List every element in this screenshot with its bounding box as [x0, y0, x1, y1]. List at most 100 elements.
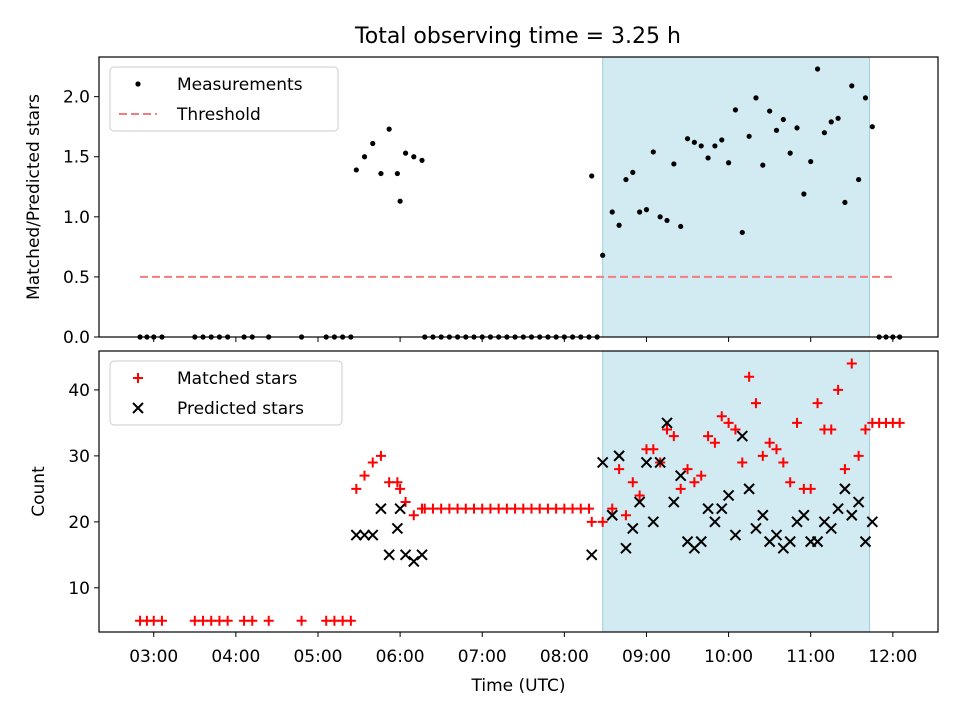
matched-star-point: [247, 615, 258, 626]
predicted-star-point: [661, 417, 673, 429]
predicted-star-point: [668, 496, 680, 508]
matched-star-point: [833, 384, 844, 395]
matched-star-point: [812, 398, 823, 409]
axes-frame: [98, 350, 939, 633]
predicted-star-point: [350, 529, 363, 541]
predicted-star-point: [743, 483, 755, 495]
measurement-point: [609, 209, 615, 215]
measurement-point: [678, 223, 684, 230]
y-tick-label: 30: [68, 447, 90, 467]
measurement-point: [664, 217, 670, 224]
measurement-point: [842, 199, 848, 206]
matched-star-point: [757, 450, 768, 461]
measurement-point: [732, 107, 739, 113]
y-tick-label: 0.0: [63, 328, 90, 348]
measurement-point: [643, 207, 650, 213]
matched-star-point: [682, 464, 693, 475]
measurement-point: [637, 209, 643, 215]
predicted-star-point: [736, 430, 748, 442]
matched-star-point: [296, 615, 307, 626]
matched-star-point: [359, 470, 370, 481]
matched-star-point: [826, 424, 837, 435]
x-tick-label: 08:00: [540, 647, 589, 667]
y-axis-label: Matched/Predicted stars: [24, 94, 44, 300]
predicted-star-point: [586, 549, 598, 561]
matched-star-point: [351, 483, 362, 494]
measurement-point: [623, 176, 629, 183]
y-tick-label: 1.0: [63, 208, 90, 228]
legend-label: Predicted stars: [177, 399, 304, 419]
matched-star-point: [860, 424, 871, 435]
predicted-star-point: [654, 456, 666, 469]
matched-star-point: [853, 450, 864, 461]
x-tick-label: 06:00: [376, 647, 425, 667]
measurement-point: [378, 170, 384, 177]
matched-star-point: [156, 615, 167, 626]
measurement-point: [787, 150, 793, 156]
predicted-star-point: [757, 509, 769, 521]
measurement-point: [705, 155, 711, 161]
measurement-point: [698, 143, 704, 149]
y-tick-label: 40: [68, 381, 90, 401]
measurement-point: [411, 154, 417, 160]
matched-star-point: [583, 503, 594, 514]
measurement-point: [671, 161, 677, 167]
predicted-star-point: [832, 502, 844, 515]
matched-star-point: [614, 464, 625, 475]
measurement-point: [835, 115, 841, 121]
x-tick-label: 05:00: [293, 647, 342, 667]
matched-star-point: [689, 477, 700, 488]
matched-star-point: [345, 615, 356, 626]
measurement-point: [650, 149, 656, 155]
predicted-star-point: [640, 456, 653, 469]
legend-marker: [135, 81, 141, 87]
legend-box: [109, 66, 339, 132]
measurement-point: [616, 222, 622, 228]
matched-star-point: [792, 417, 803, 428]
matched-star-point: [607, 503, 618, 514]
matched-star-point: [778, 457, 789, 468]
measurement-point: [814, 66, 821, 72]
predicted-star-point: [367, 529, 379, 541]
predicted-star-point: [416, 549, 428, 561]
predicted-star-point: [627, 522, 639, 535]
x-tick-label: 03:00: [129, 647, 178, 667]
matched-star-point: [839, 464, 850, 475]
matched-star-point: [586, 516, 597, 527]
x-tick-label: 12:00: [868, 647, 917, 667]
predicted-star-point: [859, 535, 872, 548]
measurement-point: [589, 173, 595, 179]
measurement-point: [808, 158, 814, 165]
predicted-star-point: [620, 542, 632, 554]
measurement-point: [691, 139, 697, 145]
axes-frame: [98, 56, 939, 338]
measurement-point: [402, 150, 409, 156]
predicted-star-point: [811, 535, 824, 548]
measurement-point: [725, 160, 732, 166]
predicted-star-point: [846, 509, 858, 521]
highlight-span: [602, 350, 871, 633]
measurement-point: [361, 154, 368, 160]
predicted-star-point: [674, 469, 687, 482]
predicted-star-point: [702, 502, 714, 515]
predicted-star-point: [729, 529, 742, 541]
matched-star-point: [395, 483, 406, 494]
measurement-point: [684, 136, 691, 142]
matched-star-point: [367, 457, 378, 468]
matched-star-point: [696, 470, 707, 481]
matched-star-point: [648, 444, 659, 455]
measurement-point: [386, 126, 392, 132]
x-tick-label: 10:00: [704, 647, 753, 667]
measurement-point: [712, 143, 718, 149]
matched-star-point: [750, 398, 761, 409]
x-tick-label: 04:00: [211, 647, 260, 667]
measurement-point: [394, 170, 400, 177]
predicted-star-point: [722, 489, 735, 502]
matched-star-point: [771, 444, 782, 455]
x-tick-label: 09:00: [622, 647, 671, 667]
measurement-point: [353, 167, 359, 173]
legend-label: Measurements: [177, 75, 303, 95]
x-axis-label: Time (UTC): [471, 676, 566, 696]
measurement-point: [600, 252, 606, 258]
